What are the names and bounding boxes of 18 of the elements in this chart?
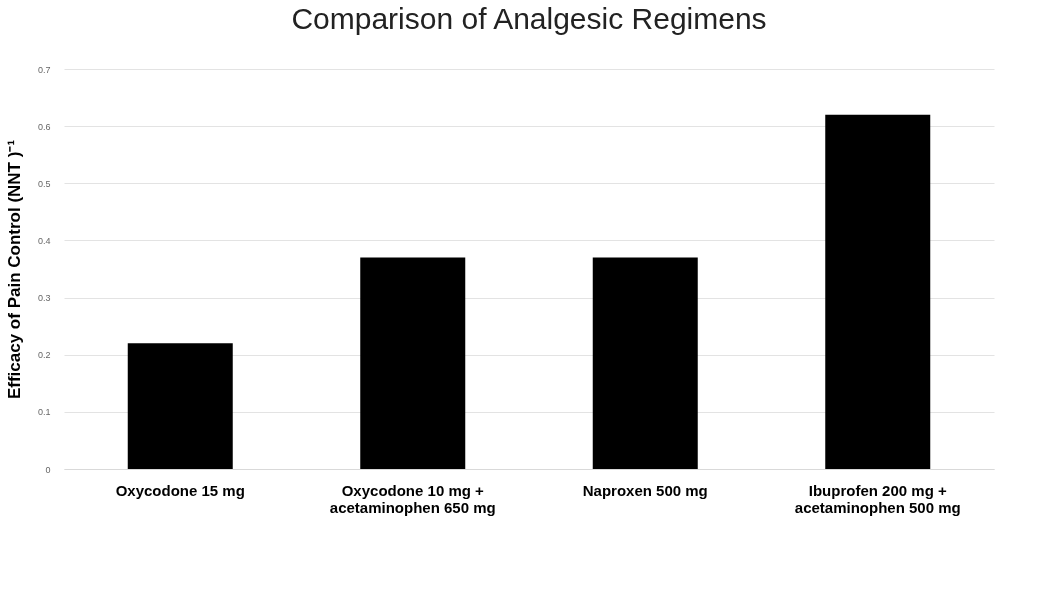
y-tick-label: 0.3 xyxy=(37,293,51,304)
chart-title: Comparison of Analgesic Regimens xyxy=(291,2,767,35)
x-tick-label: Oxycodone 10 mg + acetaminophen 650 mg xyxy=(329,481,496,516)
y-tick-label: 0.7 xyxy=(37,64,51,75)
x-tick-label: Oxycodone 15 mg xyxy=(115,481,245,499)
y-tick-label: 0.4 xyxy=(37,235,51,246)
bar xyxy=(592,257,698,469)
y-tick-label: 0.2 xyxy=(37,350,51,361)
y-tick-label: 0.5 xyxy=(37,178,51,189)
bar xyxy=(825,114,931,469)
x-tick-label: Ibuprofen 200 mg + acetaminophen 500 mg xyxy=(794,481,961,516)
y-axis-title: Efficacy of Pain Control (NNT )⁻¹ xyxy=(4,139,24,400)
bar xyxy=(360,257,466,469)
y-tick-label: 0 xyxy=(45,464,51,475)
y-tick-label: 0.6 xyxy=(37,121,51,132)
x-tick-label: Naproxen 500 mg xyxy=(582,481,708,499)
y-tick-label: 0.1 xyxy=(37,407,51,418)
bar xyxy=(127,343,233,469)
